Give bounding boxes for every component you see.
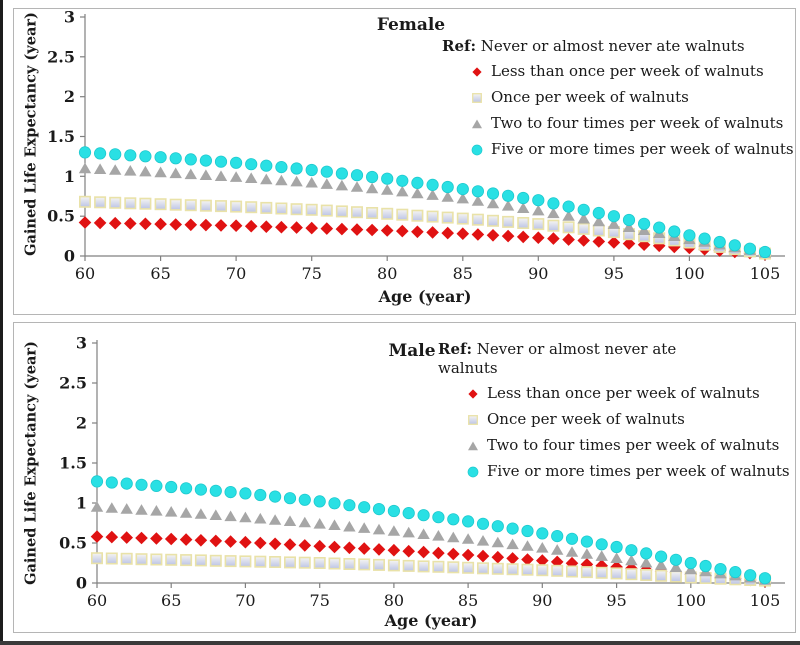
legend-item-triangle: Two to four times per week of walnuts (442, 114, 794, 134)
y-tick-label: 1.5 (59, 454, 87, 473)
y-tick-label: 1 (76, 494, 87, 513)
legend-reference-line: Ref: Never or almost never ate walnuts (438, 340, 693, 378)
male-legend: Ref: Never or almost never ate walnuts L… (438, 340, 790, 482)
legend-item-label: Less than once per week of walnuts (487, 384, 760, 403)
female-scatter-plot: 3 2.5 2 1.5 1 0.5 060 65 70 75 80 85 90 95 100 105 (47, 9, 785, 283)
x-tick-label: 85 (453, 264, 473, 283)
left-border-bar (0, 0, 3, 645)
y-tick-label: 2.5 (47, 47, 75, 66)
y-axis-title: Gained Life Expectancy (year) (22, 341, 40, 585)
ref-prefix: Ref: (438, 340, 472, 358)
y-axis-title: Gained Life Expectancy (year) (22, 12, 40, 256)
circle-legend-icon (471, 144, 483, 156)
series-circle (90, 475, 772, 585)
x-tick-label: 95 (604, 264, 624, 283)
legend-item-triangle: Two to four times per week of walnuts (438, 436, 779, 456)
series-square (91, 552, 771, 587)
y-tick-label: 1.5 (47, 127, 75, 146)
series-square (79, 195, 771, 260)
series-diamond (78, 216, 772, 261)
y-tick-label: 0 (76, 574, 87, 593)
x-tick-label: 80 (377, 264, 397, 283)
bottom-border-bar (0, 641, 800, 645)
legend-item-square: Once per week of walnuts (442, 88, 794, 108)
legend-item-diamond: Less than once per week of walnuts (442, 62, 794, 82)
ref-prefix: Ref: (442, 37, 476, 55)
legend-item-square: Once per week of walnuts (438, 410, 693, 430)
x-tick-label: 90 (528, 264, 548, 283)
female-chart-panel: 3 2.5 2 1.5 1 0.5 0 60 65 70 75 80 85 90 95 100 105 Fema… (13, 8, 796, 315)
x-tick-label: 105 (750, 264, 781, 283)
legend-item-circle: Five or more times per week of walnuts (438, 462, 790, 482)
x-tick-label: 75 (310, 591, 330, 610)
x-tick-label: 60 (87, 591, 107, 610)
legend-item-label: Five or more times per week of walnuts (487, 462, 790, 481)
diamond-legend-icon (468, 388, 478, 399)
x-tick-label: 75 (302, 264, 322, 283)
x-tick-label: 70 (235, 591, 255, 610)
triangle-legend-icon (468, 441, 478, 450)
legend-item-label: Once per week of walnuts (487, 410, 685, 429)
circle-legend-icon (467, 466, 479, 477)
legend-item-label: Once per week of walnuts (491, 88, 689, 107)
female-legend: Ref: Never or almost never ate walnuts L… (442, 37, 794, 160)
legend-item-circle: Five or more times per week of walnuts (442, 140, 794, 160)
y-tick-label: 2 (64, 87, 75, 106)
ref-text: Never or almost never ate walnuts (480, 37, 745, 55)
y-tick-label: 0.5 (47, 207, 75, 226)
x-tick-label: 80 (384, 591, 404, 610)
legend-item-label: Less than once per week of walnuts (491, 62, 764, 81)
square-legend-icon (468, 414, 478, 425)
male-chart-panel: 3 2.5 2 1.5 1 0.5 0 60 65 70 75 80 85 90 95 100 105 Male… (13, 322, 796, 633)
legend-reference-line: Ref: Never or almost never ate walnuts (442, 37, 794, 56)
series-circle (78, 146, 772, 259)
x-tick-label: 100 (676, 591, 707, 610)
x-axis-title: Age (year) (378, 287, 472, 306)
x-tick-label: 85 (458, 591, 478, 610)
x-tick-label: 100 (674, 264, 705, 283)
axes (80, 14, 785, 261)
legend-item-diamond: Less than once per week of walnuts (438, 384, 760, 404)
y-tick-label: 0.5 (59, 534, 87, 553)
y-tick-label: 3 (76, 334, 87, 353)
x-tick-label: 95 (606, 591, 626, 610)
ref-text: Never or almost never ate walnuts (438, 340, 677, 377)
chart-title-male: Male (388, 341, 436, 361)
chart-title-female: Female (376, 15, 446, 35)
legend-item-label: Five or more times per week of walnuts (491, 140, 794, 159)
triangle-legend-icon (472, 119, 482, 128)
square-legend-icon (472, 92, 482, 103)
y-tick-label: 3 (64, 9, 75, 27)
y-tick-label: 1 (64, 167, 75, 186)
male-scatter-plot: 3 2.5 2 1.5 1 0.5 060 65 70 75 80 85 90 95 100 105 (59, 334, 785, 610)
diamond-legend-icon (472, 67, 482, 77)
series-triangle (78, 162, 772, 258)
x-axis-title: Age (year) (384, 611, 478, 630)
legend-item-label: Two to four times per week of walnuts (487, 436, 780, 455)
y-tick-label: 2.5 (59, 374, 87, 393)
x-tick-label: 105 (750, 591, 781, 610)
y-tick-label: 2 (76, 414, 87, 433)
x-tick-label: 70 (226, 264, 246, 283)
x-tick-label: 65 (150, 264, 170, 283)
x-tick-label: 65 (161, 591, 181, 610)
legend-item-label: Two to four times per week of walnuts (491, 114, 784, 133)
x-tick-label: 60 (75, 264, 95, 283)
y-tick-label: 0 (64, 247, 75, 266)
x-tick-label: 90 (532, 591, 552, 610)
series-triangle (90, 501, 772, 585)
series-diamond (90, 530, 772, 588)
